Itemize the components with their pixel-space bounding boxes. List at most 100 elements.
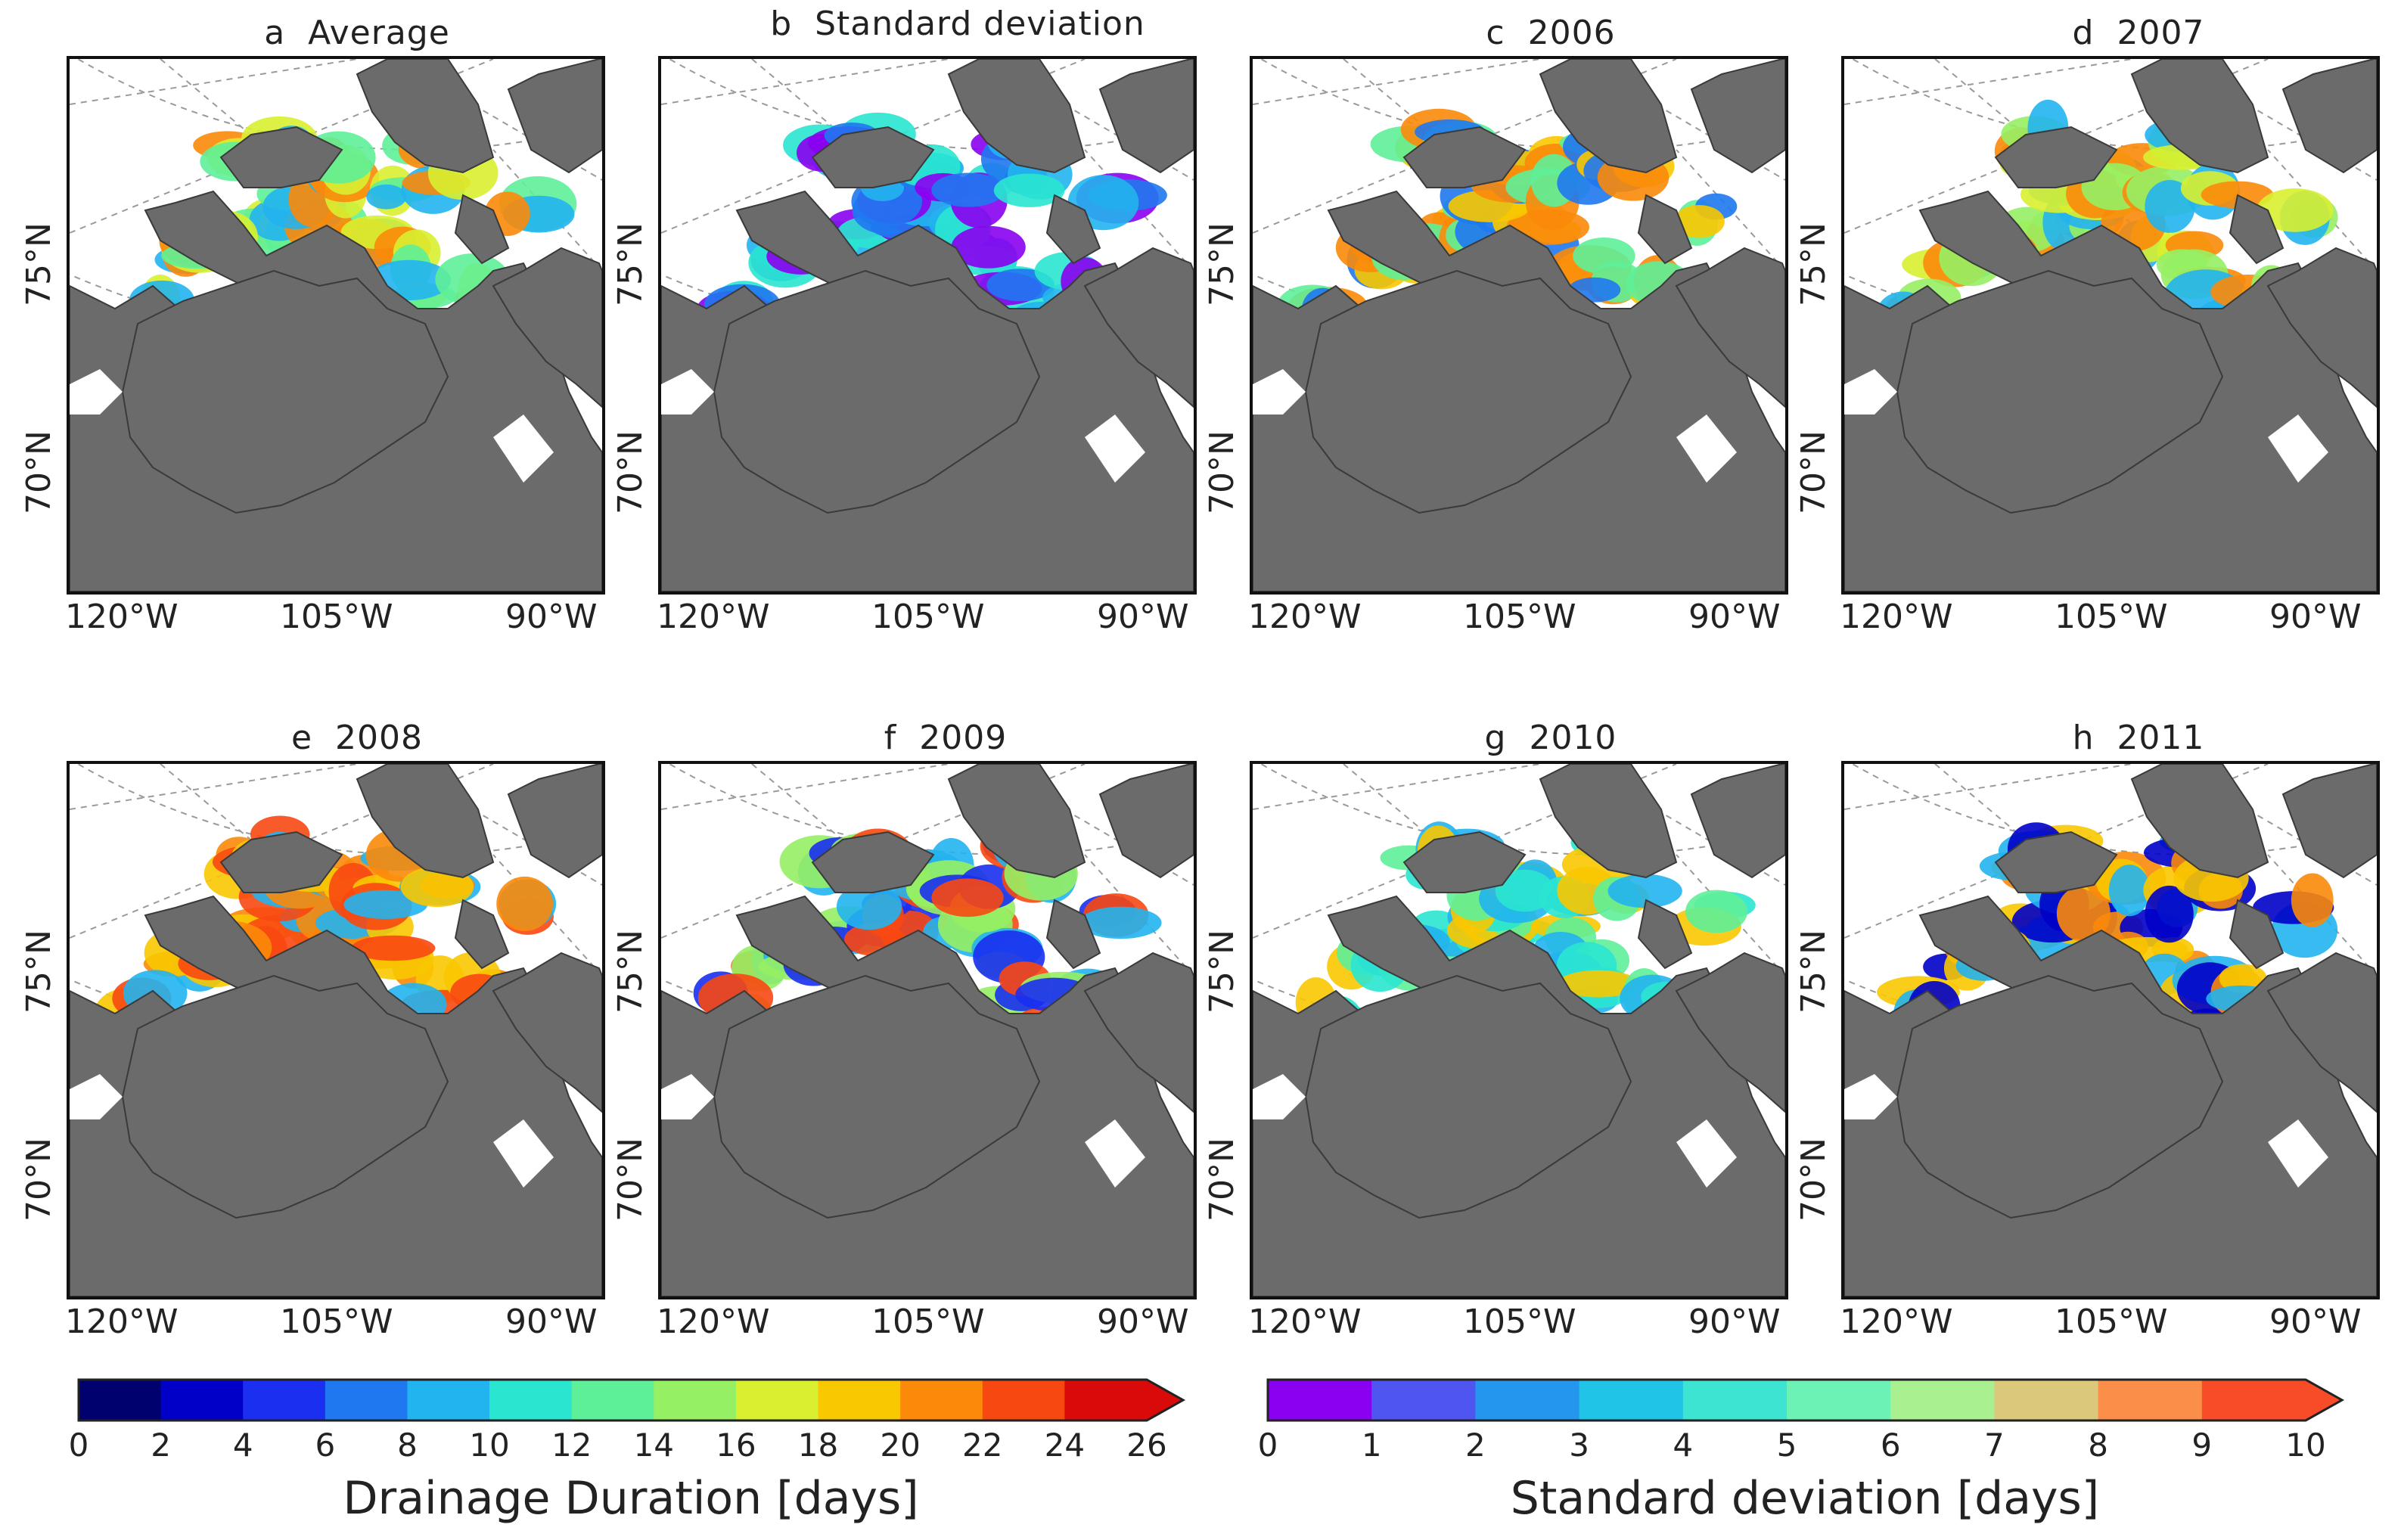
colorbar-segment	[900, 1380, 983, 1420]
land-mass	[1045, 194, 1101, 265]
land-mass	[1045, 899, 1101, 970]
land-mass	[219, 126, 343, 188]
land-mass	[2130, 59, 2269, 174]
panel-title-g: g 2010	[1484, 719, 1617, 757]
colorbar-tick-label: 8	[2088, 1427, 2108, 1464]
inlet	[1844, 369, 1897, 414]
map-svg	[661, 59, 1194, 591]
lon-label-105-b: 105°W	[871, 598, 985, 636]
colorbar-tick-label: 14	[633, 1427, 675, 1464]
colorbar-tick-label: 7	[1984, 1427, 2005, 1464]
land-mass	[507, 764, 602, 879]
ice-drainage-patch	[351, 935, 436, 961]
inlet	[661, 1074, 714, 1119]
colorbar-tick-label: 22	[962, 1427, 1003, 1464]
colorbar-tick-label: 3	[1569, 1427, 1589, 1464]
lat-label-70-f: 70°N	[611, 1138, 650, 1222]
inlet	[2268, 414, 2328, 483]
colorbar-outline	[1266, 1378, 2345, 1422]
inlet	[493, 414, 554, 483]
land-mass	[1304, 974, 1632, 1219]
land-mass	[713, 974, 1041, 1219]
land-mass	[507, 59, 602, 174]
land-mass	[1690, 59, 1785, 174]
lat-label-75-a: 75°N	[20, 222, 58, 306]
land-mass	[947, 764, 1086, 879]
land-mass	[121, 269, 449, 514]
colorbar-segment	[1682, 1380, 1788, 1420]
land-mass	[2281, 59, 2377, 174]
lon-label-105-h: 105°W	[2055, 1302, 2168, 1341]
map-svg	[661, 764, 1194, 1296]
lon-label-120-g: 120°W	[1248, 1302, 1362, 1341]
land-mass	[1637, 194, 1693, 265]
ice-drainage-patch	[2108, 865, 2151, 917]
lat-label-75-d: 75°N	[1794, 222, 1833, 306]
colorbar-segment	[571, 1380, 654, 1420]
panel-title-c: c 2006	[1486, 14, 1616, 52]
panel-title-b: b Standard deviation	[770, 5, 1145, 43]
colorbar-std	[1266, 1378, 2345, 1422]
colorbar-segment	[79, 1380, 162, 1420]
map-panel-d	[1841, 56, 2380, 595]
land-mass	[1675, 247, 1785, 408]
colorbar-segment	[160, 1380, 244, 1420]
longitude-gridline	[1844, 764, 2132, 810]
land-mass	[1402, 831, 1527, 893]
land-mass	[2229, 194, 2285, 265]
lon-label-105-c: 105°W	[1463, 598, 1576, 636]
lon-label-120-a: 120°W	[65, 598, 179, 636]
colorbar-segment	[1371, 1380, 1476, 1420]
lat-label-70-b: 70°N	[611, 430, 650, 514]
map-panel-b	[658, 56, 1197, 595]
colorbar-segment	[1994, 1380, 2099, 1420]
longitude-gridline	[70, 59, 358, 105]
colorbar-extension	[2306, 1380, 2342, 1420]
land-mass	[1539, 764, 1678, 879]
ice-drainage-patch	[2219, 964, 2267, 993]
panel-title-e: e 2008	[290, 719, 424, 757]
colorbar-segment	[818, 1380, 901, 1420]
longitude-gridline	[661, 764, 949, 810]
colorbar-segment	[489, 1380, 573, 1420]
longitude-gridline	[1253, 764, 1541, 810]
colorbar-tick-label: 20	[880, 1427, 921, 1464]
map-svg	[1253, 59, 1785, 591]
panel-title-a: a Average	[264, 14, 450, 52]
inlet	[1844, 1074, 1897, 1119]
colorbar-tick-label: 1	[1361, 1427, 1382, 1464]
inlet	[493, 1119, 554, 1188]
lat-label-75-g: 75°N	[1203, 930, 1241, 1014]
map-svg	[70, 59, 602, 591]
colorbar-segment	[1787, 1380, 1891, 1420]
land-mass	[1637, 899, 1693, 970]
map-svg	[70, 764, 602, 1296]
colorbar-tick-label: 8	[397, 1427, 418, 1464]
colorbar-segment	[1579, 1380, 1684, 1420]
lon-label-120-e: 120°W	[65, 1302, 179, 1341]
land-mass	[1098, 59, 1194, 174]
lat-label-75-b: 75°N	[611, 222, 650, 306]
map-panel-a	[67, 56, 605, 595]
ice-drainage-patch	[993, 173, 1065, 207]
colorbar-tick-label: 5	[1776, 1427, 1797, 1464]
land-mass	[1690, 764, 1785, 879]
ice-drainage-patch	[496, 876, 554, 931]
panel-title-f: f 2009	[884, 719, 1008, 757]
map-svg	[1844, 59, 2377, 591]
colorbar-tick-label: 12	[551, 1427, 592, 1464]
land-mass	[1994, 831, 2118, 893]
colorbar-duration-svg	[77, 1378, 1186, 1422]
ice-drainage-patch	[2056, 885, 2111, 942]
land-mass	[2130, 764, 2269, 879]
land-mass	[1675, 952, 1785, 1113]
lon-label-120-f: 120°W	[657, 1302, 770, 1341]
lat-label-75-e: 75°N	[20, 930, 58, 1014]
lon-label-105-g: 105°W	[1463, 1302, 1576, 1341]
colorbar-segment	[654, 1380, 737, 1420]
inlet	[1085, 414, 1145, 483]
longitude-gridline	[1844, 59, 2132, 105]
lat-label-70-c: 70°N	[1203, 430, 1241, 514]
lon-label-120-b: 120°W	[657, 598, 770, 636]
ice-drainage-patch	[366, 184, 407, 210]
